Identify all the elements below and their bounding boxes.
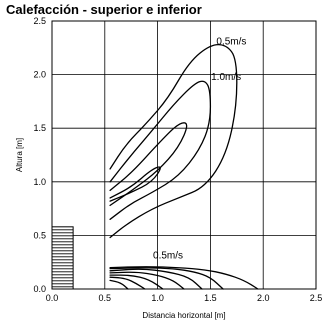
contour-line-2 [109, 122, 188, 207]
contour-line-1 [109, 80, 212, 220]
contour-line-0 [109, 43, 238, 239]
x-tick-label: 0.5 [99, 293, 112, 303]
x-tick-label: 1.0 [151, 293, 164, 303]
x-tick-label: 2.5 [310, 293, 323, 303]
contour-line-4 [109, 266, 259, 290]
unit-block [51, 226, 74, 290]
plot-frame [51, 20, 317, 290]
tick-labels: 0.0 0.5 1.0 1.5 2.0 2.5 0.0 0.5 1.0 1.5 2.0 2.5 [33, 16, 322, 303]
y-tick-label: 1.0 [33, 177, 46, 187]
contour-label: 1.0m/s [211, 72, 241, 83]
contour-line-9 [109, 276, 146, 290]
contour-line-5 [109, 267, 224, 290]
contour-label: 0.5m/s [153, 250, 183, 261]
y-tick-label: 0.5 [33, 230, 46, 240]
x-tick-label: 1.5 [204, 293, 217, 303]
y-axis-label: Altura [m] [15, 138, 24, 172]
contour-line-6 [109, 268, 203, 290]
grid [51, 20, 317, 290]
x-axis-label: Distancia horizontal [m] [142, 311, 225, 320]
y-tick-label: 1.5 [33, 123, 46, 133]
chart-title: Calefacción - superior e inferior [6, 2, 202, 17]
y-tick-label: 2.0 [33, 70, 46, 80]
x-tick-label: 0.0 [46, 293, 59, 303]
y-tick-label: 2.5 [33, 16, 46, 26]
contour-line-3 [109, 166, 161, 202]
contour-series: 0.5m/s 1.0m/s 0.5m/s [109, 37, 259, 290]
contour-line-7 [109, 271, 185, 290]
contour-line-8 [109, 274, 164, 290]
x-tick-label: 2.0 [257, 293, 270, 303]
contour-line-10 [109, 279, 129, 290]
contour-label: 0.5m/s [216, 37, 246, 48]
y-tick-label: 0.0 [33, 284, 46, 294]
